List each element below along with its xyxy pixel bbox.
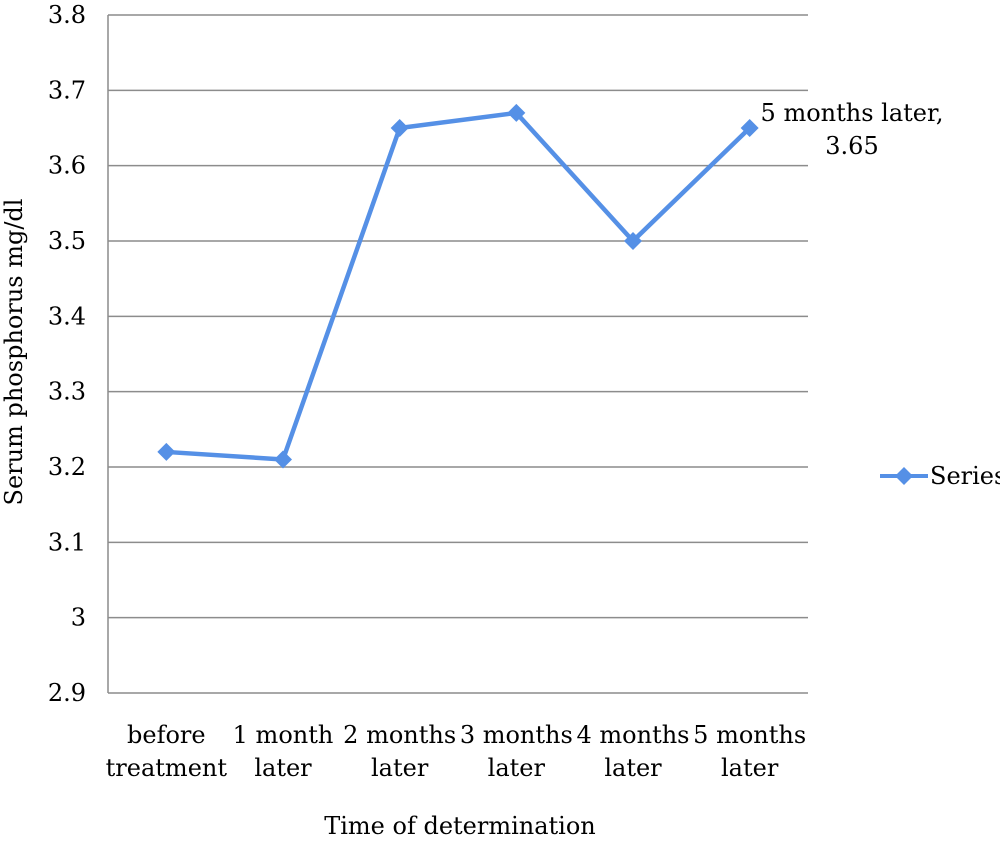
x-tick-label: 4 months (577, 721, 690, 749)
data-point-marker (624, 232, 642, 250)
gridlines (108, 14, 808, 619)
y-tick-label: 3 (71, 604, 86, 632)
annotations-layer: 5 months later, 3.65 (761, 99, 944, 160)
data-label: 5 months later, (761, 99, 944, 127)
data-point-marker (507, 103, 526, 122)
legend-marker-series1 (895, 467, 913, 485)
y-axis-title: Serum phosphorus mg/dl (0, 199, 28, 506)
data-point-marker (740, 119, 759, 137)
legend: Series1 (880, 462, 1000, 490)
data-point-marker (390, 119, 409, 137)
x-tick-label: 2 months (343, 721, 456, 749)
data-label: 3.65 (825, 132, 878, 160)
y-tick-label: 3.2 (48, 453, 86, 481)
x-tick-label: later (604, 754, 662, 782)
legend-label-series1: Series1 (930, 462, 1000, 490)
x-tick-label: 1 month (233, 721, 334, 749)
x-tick-label: later (371, 754, 429, 782)
x-tick-label: later (721, 754, 779, 782)
y-tick-label: 3.3 (48, 378, 86, 406)
y-tick-label: 3.7 (48, 76, 86, 104)
x-tick-label: 5 months (693, 721, 806, 749)
series-line-series1 (166, 110, 752, 462)
x-tick-label: before (127, 721, 206, 749)
y-tick-label: 3.4 (48, 302, 86, 330)
data-point-marker (274, 450, 292, 469)
y-tick-label: 3.5 (48, 227, 86, 255)
y-tick-label: 3.8 (48, 1, 86, 29)
y-tick-label: 2.9 (48, 679, 86, 707)
series-layer (157, 103, 759, 469)
x-axis-title: Time of determination (324, 812, 596, 840)
x-tick-label: 3 months (460, 721, 573, 749)
y-tick-label: 3.1 (48, 528, 86, 556)
x-tick-label: treatment (106, 754, 228, 782)
x-tick-label: later (488, 754, 546, 782)
x-tick-label: later (254, 754, 312, 782)
data-point-marker (157, 442, 176, 461)
y-tick-label: 3.6 (48, 152, 86, 180)
y-axis: 2.9 3 3.1 3.2 3.3 3.4 3.5 3.6 3.7 3.8 (48, 1, 109, 707)
